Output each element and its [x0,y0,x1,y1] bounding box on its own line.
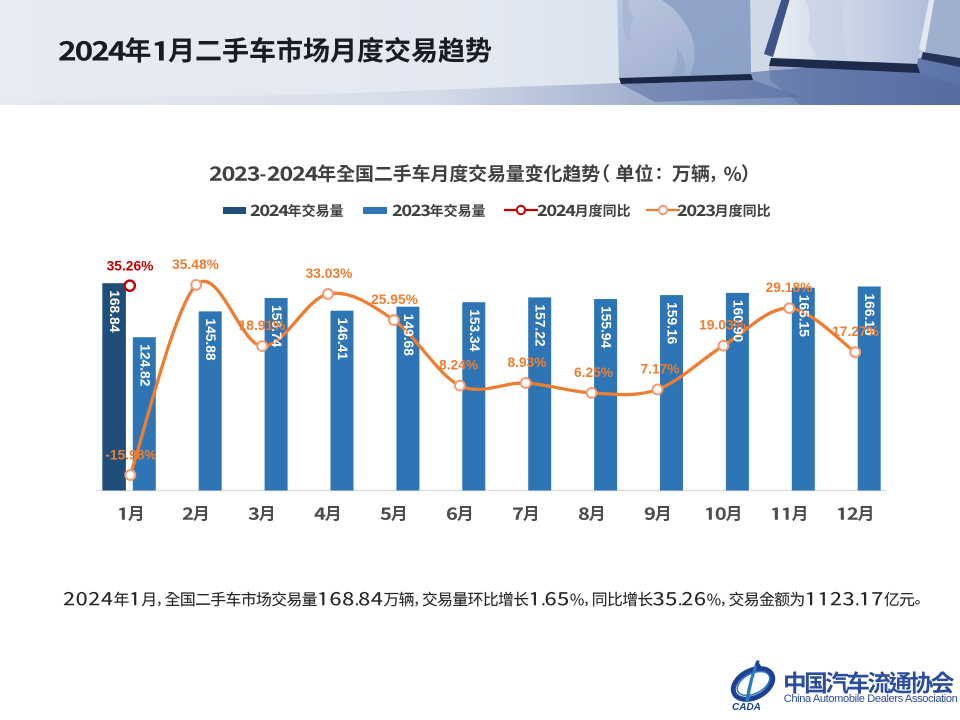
svg-text:35.48%: 35.48% [172,257,219,272]
svg-text:160.90: 160.90 [730,300,745,343]
svg-text:33.03%: 33.03% [306,266,353,281]
svg-text:7.17%: 7.17% [640,362,679,377]
svg-text:155.94: 155.94 [599,306,614,349]
svg-text:35.26%: 35.26% [107,258,154,273]
svg-text:159.16: 159.16 [665,302,680,345]
svg-text:8.93%: 8.93% [507,355,546,370]
svg-text:CADA: CADA [732,702,761,712]
svg-text:166.16: 166.16 [862,294,877,337]
svg-text:124.82: 124.82 [137,344,152,387]
svg-text:168.84: 168.84 [107,290,122,333]
svg-text:25.95%: 25.95% [371,292,418,307]
svg-text:-15.98%: -15.98% [105,448,156,463]
svg-text:19.03%: 19.03% [699,318,746,333]
svg-text:8.24%: 8.24% [439,358,478,373]
svg-text:29.18%: 29.18% [766,280,813,295]
svg-text:146.41: 146.41 [335,318,350,361]
svg-text:156.74: 156.74 [269,305,284,348]
svg-text:17.27%: 17.27% [832,324,879,339]
svg-text:165.15: 165.15 [796,295,811,338]
svg-text:153.34: 153.34 [467,309,482,352]
svg-text:149.68: 149.68 [401,314,416,357]
svg-text:18.91%: 18.91% [239,318,286,333]
svg-text:145.88: 145.88 [203,318,218,361]
svg-text:6.25%: 6.25% [574,365,613,380]
svg-text:157.22: 157.22 [533,304,548,347]
